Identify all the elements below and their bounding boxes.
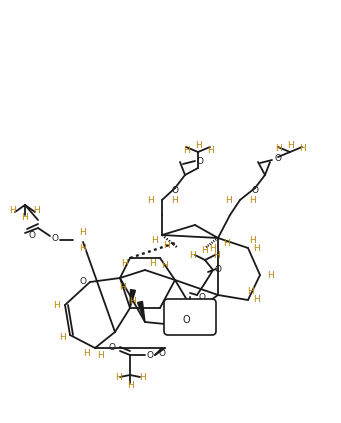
Text: O: O <box>29 231 35 239</box>
Text: O: O <box>147 351 153 360</box>
Text: H: H <box>139 373 145 382</box>
Text: H: H <box>53 300 59 310</box>
Text: O: O <box>196 157 204 165</box>
Text: O: O <box>198 292 206 302</box>
Text: H: H <box>253 244 260 253</box>
Text: H: H <box>80 228 86 236</box>
Text: H: H <box>210 244 217 253</box>
Text: H: H <box>213 250 220 259</box>
FancyBboxPatch shape <box>164 299 216 335</box>
Text: H: H <box>149 258 155 267</box>
Text: H: H <box>80 244 86 253</box>
Text: H: H <box>151 236 158 244</box>
Text: H: H <box>287 140 293 149</box>
Text: H: H <box>207 146 213 154</box>
Text: O: O <box>159 349 165 357</box>
Text: H: H <box>267 270 273 280</box>
Text: O: O <box>108 343 116 352</box>
Text: H: H <box>225 195 232 204</box>
Polygon shape <box>137 302 145 322</box>
Polygon shape <box>130 290 135 308</box>
Text: H: H <box>202 245 208 255</box>
Text: O: O <box>79 277 87 286</box>
Text: H: H <box>115 373 121 382</box>
Text: H: H <box>119 283 125 292</box>
Text: H: H <box>162 261 168 270</box>
Text: H: H <box>127 381 133 390</box>
Text: H: H <box>10 206 16 214</box>
Text: H: H <box>223 239 229 247</box>
Text: O: O <box>275 154 282 162</box>
Text: H: H <box>195 140 202 149</box>
Text: O: O <box>182 315 190 325</box>
Text: O: O <box>51 233 59 242</box>
Text: O: O <box>252 186 258 195</box>
Text: H: H <box>299 143 306 153</box>
Text: O: O <box>172 186 178 195</box>
Text: H: H <box>275 143 281 153</box>
Text: H: H <box>122 258 128 267</box>
Text: H: H <box>249 195 255 204</box>
Text: H: H <box>21 212 28 222</box>
Text: H: H <box>253 296 260 305</box>
Text: H: H <box>164 241 170 250</box>
Text: H: H <box>190 250 196 259</box>
Text: H: H <box>250 236 256 244</box>
Text: H: H <box>59 332 65 341</box>
Text: H: H <box>34 206 40 214</box>
Text: H: H <box>97 352 103 360</box>
Text: O: O <box>214 266 222 275</box>
Text: H: H <box>248 288 254 297</box>
Text: H: H <box>170 195 177 204</box>
Text: H: H <box>147 195 153 204</box>
Text: H: H <box>183 146 189 154</box>
Text: H: H <box>84 349 90 357</box>
Text: H: H <box>130 297 136 307</box>
